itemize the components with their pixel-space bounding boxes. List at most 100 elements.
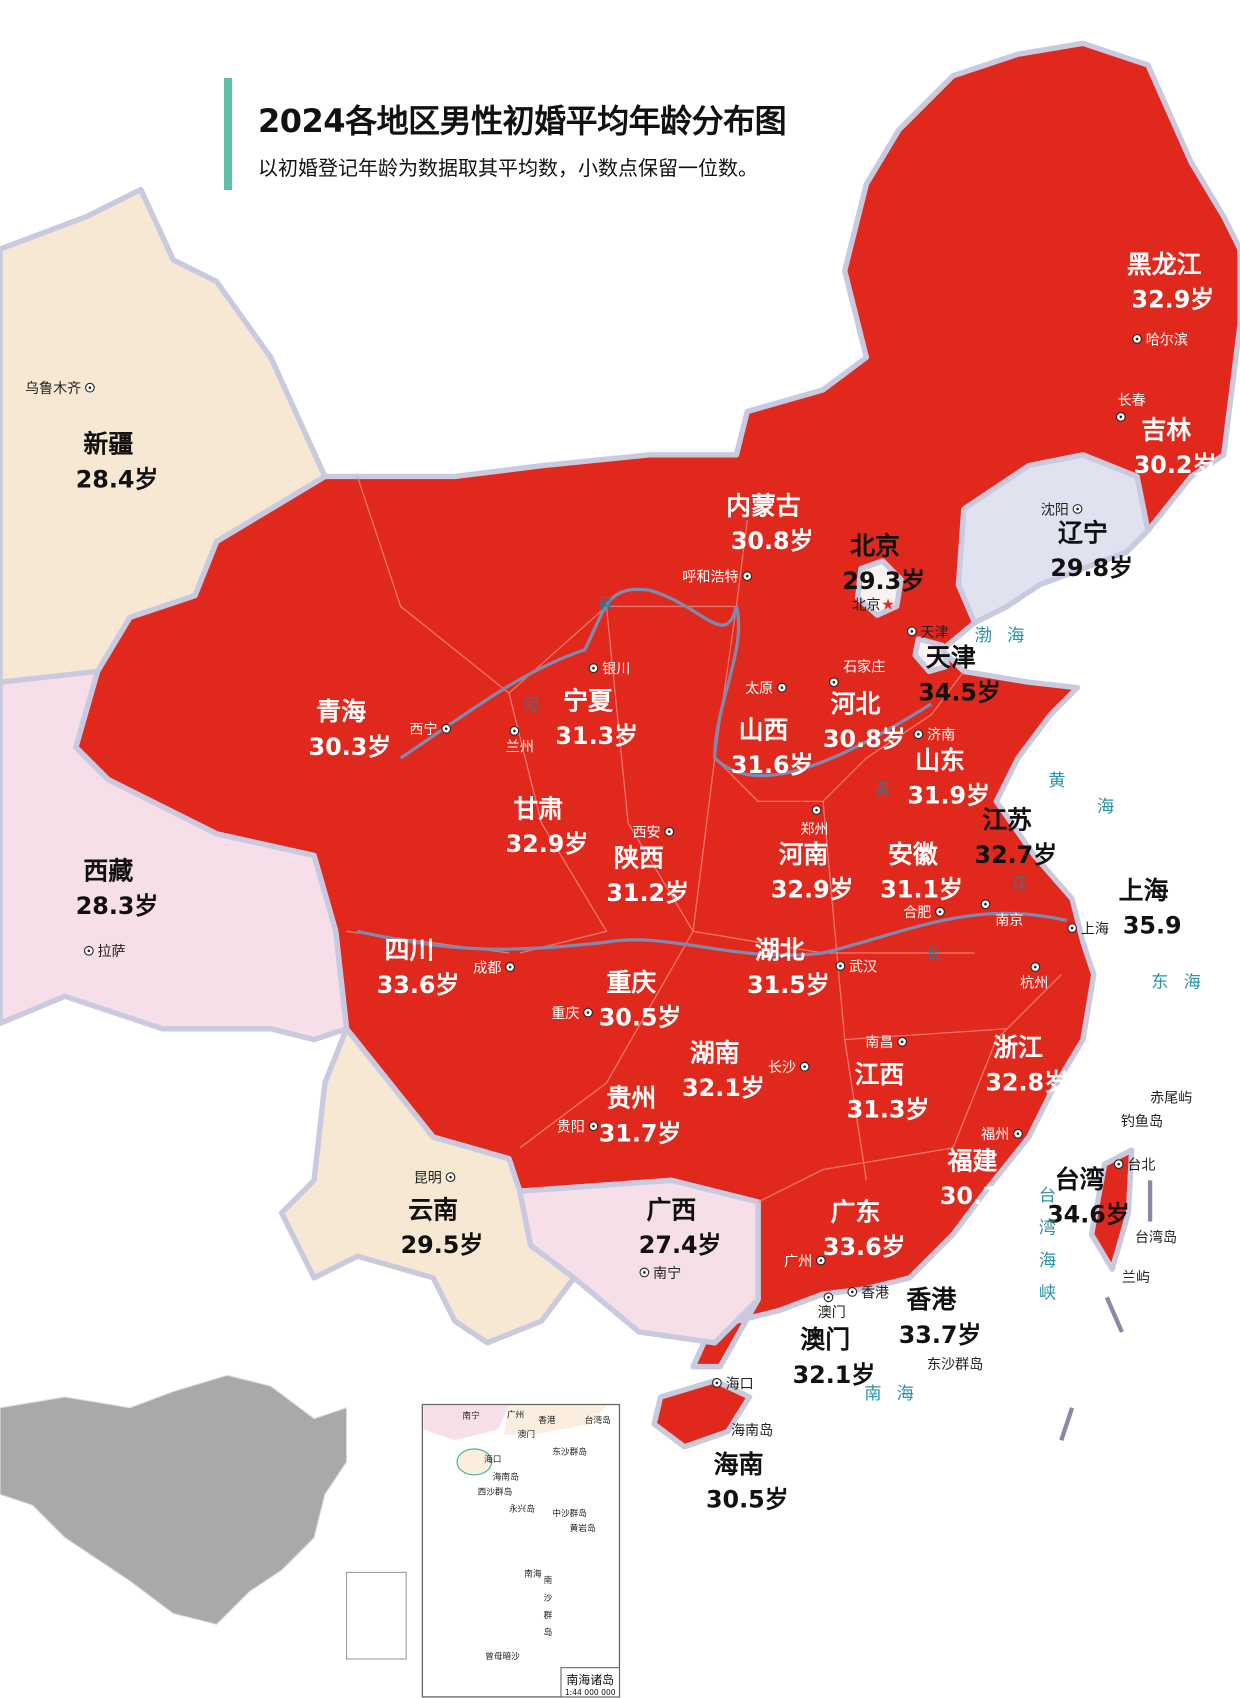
inset-scale: 1:44 000 000 (565, 1688, 616, 1697)
locator-inset (346, 1571, 407, 1660)
city-dot-center (1119, 415, 1123, 419)
province-label: 北京 29.3岁 (842, 531, 925, 595)
province-name: 甘肃 (513, 795, 563, 824)
province-name: 内蒙古 (726, 491, 801, 520)
capital-marker: 济南 (913, 728, 955, 744)
city-dot-center (780, 686, 784, 689)
city-dot-center (87, 949, 91, 953)
province-label: 贵州 31.7岁 (599, 1084, 682, 1148)
province-label: 海南 30.5岁 (706, 1450, 789, 1514)
capital-name: 郑州 (800, 822, 828, 838)
region-beijing (854, 558, 904, 618)
inset-label: 西沙群岛 (478, 1485, 513, 1497)
island-label: 海南岛 (731, 1423, 773, 1439)
province-name: 河北 (831, 690, 881, 719)
province-border (757, 974, 1062, 1203)
capital-name: 杭州 (1020, 976, 1048, 992)
capital-name: 昆明 (414, 1171, 442, 1187)
province-name: 香港 (906, 1285, 957, 1314)
province-name: 上海 (1119, 876, 1169, 905)
inset-label: 台湾岛 (585, 1414, 611, 1426)
province-name: 重庆 (606, 968, 656, 997)
province-label: 四川 33.6岁 (377, 935, 460, 999)
maritime-boundary-mark (1059, 1407, 1075, 1441)
province-border (508, 692, 608, 954)
city-dot-center (449, 1175, 452, 1179)
province-label: 河南 32.9岁 (771, 840, 854, 904)
province-age-value: 29.5岁 (401, 1231, 484, 1259)
capital-name: 南宁 (653, 1265, 681, 1282)
province-age-value: 32.7岁 (975, 841, 1058, 869)
province-age-value: 27.4岁 (639, 1231, 722, 1259)
capital-name: 拉萨 (97, 944, 125, 960)
capital-name: 福州 (981, 1127, 1009, 1143)
capital-name: 银川 (602, 662, 630, 678)
province-age-value: 30.3岁 (309, 733, 392, 761)
inset-label: 黄岩岛 (570, 1522, 596, 1534)
province-name: 宁夏 (563, 686, 614, 715)
city-dot-center (839, 964, 842, 968)
province-label: 宁夏 31.3岁 (555, 686, 638, 750)
province-age-value: 31.7岁 (599, 1119, 682, 1147)
city-dot-center (827, 1296, 830, 1299)
city-dot-center (592, 666, 595, 670)
province-border (844, 1028, 1008, 1041)
river-label: 长 (926, 944, 941, 962)
province-name: 新疆 (83, 430, 133, 459)
province-label: 甘肃 32.9岁 (506, 795, 589, 859)
capital-marker: ★北京 (852, 596, 895, 614)
map-subtitle: 以初婚登记年龄为数据取其平均数，小数点保留一位数。 (258, 156, 758, 180)
capital-marker: 澳门 (818, 1292, 846, 1321)
title-block: 2024各地区男性初婚平均年龄分布图 以初婚登记年龄为数据取其平均数，小数点保留… (224, 78, 787, 190)
province-age-value: 35.9 (1123, 911, 1182, 939)
capital-marker: 福州 (981, 1127, 1023, 1143)
province-label: 内蒙古 30.8岁 (726, 491, 813, 555)
inset-guangdong (503, 1405, 607, 1435)
province-name: 山西 (739, 716, 789, 745)
city-dot-center (1076, 507, 1079, 511)
inset-title: 南海诸岛 (566, 1673, 614, 1687)
province-age-value: 32.9岁 (1132, 286, 1215, 314)
province-name: 澳门 (800, 1325, 850, 1354)
province-label: 浙江 32.8岁 (985, 1033, 1068, 1097)
province-label: 江西 31.3岁 (847, 1060, 930, 1124)
capital-marker: 呼和浩特 (682, 570, 753, 586)
capital-name: 重庆 (551, 1006, 579, 1022)
province-label: 江苏 32.7岁 (975, 805, 1058, 869)
sea-label: 渤海 (975, 626, 1040, 646)
island-label: 兰屿 (1122, 1270, 1150, 1286)
province-name: 黑龙江 (1127, 250, 1202, 279)
capital-marker: 合肥 (903, 905, 945, 921)
province-age-value: 33.6岁 (377, 971, 460, 999)
capital-name: 呼和浩特 (682, 570, 738, 586)
city-dot-center (832, 680, 836, 684)
province-label: 香港 33.7岁 (899, 1285, 982, 1349)
province-age-value: 28.3岁 (76, 892, 159, 920)
region-guangxi (517, 1177, 761, 1346)
capital-name: 南昌 (865, 1035, 893, 1051)
city-dot-center (715, 1381, 719, 1385)
map-labels: 新疆28.4岁西藏28.3岁青海30.3岁甘肃32.9岁宁夏31.3岁内蒙古30… (25, 250, 1216, 1697)
capital-name: 南京 (995, 913, 1023, 929)
capital-marker: 贵阳 (557, 1120, 599, 1136)
province-label: 重庆 30.5岁 (599, 968, 682, 1032)
province-age-value: 34.5岁 (918, 679, 1001, 707)
capital-marker: 银川 (588, 662, 630, 678)
inset-title-box (560, 1667, 620, 1698)
inset-label: 南宁 (462, 1410, 480, 1422)
province-name: 湖北 (755, 935, 805, 964)
city-dot-center (1070, 926, 1074, 930)
island-label: 台湾岛 (1135, 1229, 1177, 1246)
capital-marker: 长春 (1115, 393, 1146, 422)
province-age-value: 30.2岁 (1134, 451, 1217, 479)
star-icon: ★ (881, 596, 895, 614)
capital-name: 海口 (726, 1376, 754, 1392)
inset-label: 香港 (538, 1414, 556, 1426)
capital-marker: 长沙 (768, 1060, 810, 1076)
province-age-value: 32.9岁 (771, 876, 854, 904)
capital-name: 沈阳 (1041, 502, 1069, 518)
island-label: 东沙群岛 (927, 1357, 983, 1373)
province-label: 新疆 28.4岁 (76, 430, 159, 494)
capital-marker: 兰州 (506, 726, 534, 756)
